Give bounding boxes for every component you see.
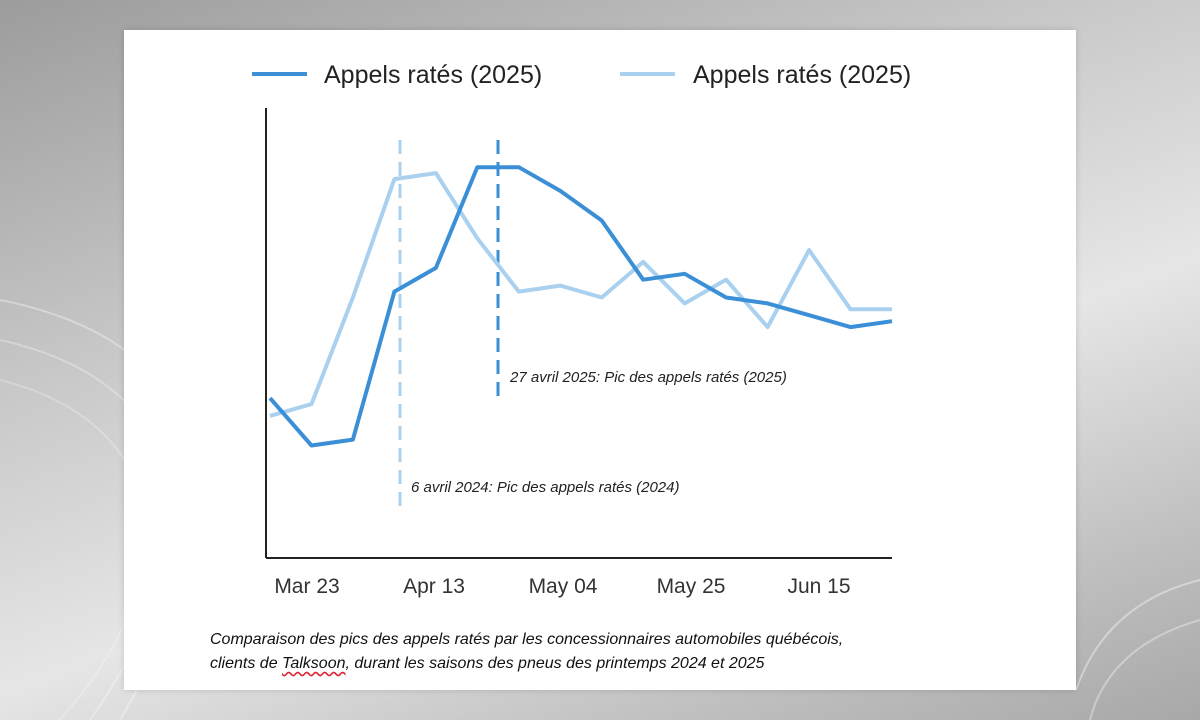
legend: Appels ratés (2025) Appels ratés (2025) bbox=[252, 61, 911, 89]
x-tick-label: Apr 13 bbox=[403, 575, 465, 598]
caption-text: , durant les saisons des pneus des print… bbox=[345, 655, 765, 672]
caption-text: clients de bbox=[210, 655, 283, 672]
series-layer bbox=[268, 165, 893, 448]
series-line-1 bbox=[268, 165, 893, 448]
x-tick-label: Mar 23 bbox=[274, 575, 339, 598]
caption-line-1: Comparaison des pics des appels ratés pa… bbox=[210, 631, 844, 648]
x-tick-label: May 04 bbox=[529, 575, 598, 598]
x-tick-label: May 25 bbox=[657, 575, 726, 598]
peak-2024-annotation: 6 avril 2024: Pic des appels ratés (2024… bbox=[411, 479, 679, 496]
chart-caption: Comparaison des pics des appels ratés pa… bbox=[210, 628, 1030, 676]
brand-name: Talksoon bbox=[282, 655, 346, 672]
chart-card: Appels ratés (2025) Appels ratés (2025) … bbox=[124, 30, 1076, 690]
x-tick-label: Jun 15 bbox=[787, 575, 850, 598]
caption-line-2: clients de Talksoon, durant les saisons … bbox=[210, 652, 1030, 676]
series-line-2 bbox=[269, 171, 892, 418]
legend-label-series-1: Appels ratés (2025) bbox=[324, 61, 542, 89]
legend-label-series-2: Appels ratés (2025) bbox=[693, 61, 911, 89]
peak-2025-annotation: 27 avril 2025: Pic des appels ratés (202… bbox=[509, 369, 787, 386]
line-chart: Appels ratés (2025) Appels ratés (2025) … bbox=[252, 61, 911, 598]
